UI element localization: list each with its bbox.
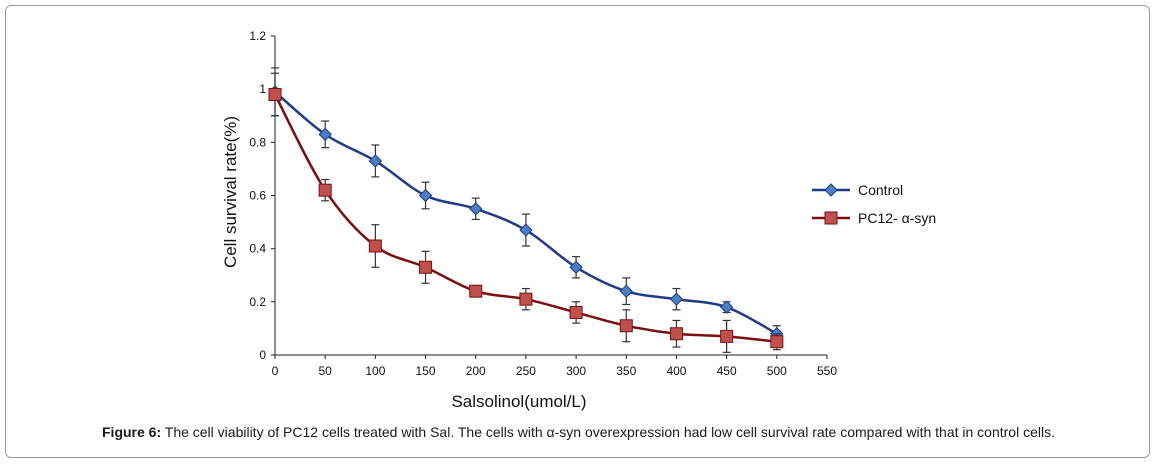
data-point-pc12 <box>569 305 583 319</box>
data-point-pc12 <box>419 260 433 274</box>
legend-label-control: Control <box>858 182 904 198</box>
y-tick-label: 0.4 <box>249 242 266 256</box>
data-point-control <box>519 223 533 237</box>
legend-label-pc12: PC12- α-syn <box>858 210 937 226</box>
x-tick-label: 500 <box>767 364 787 378</box>
x-tick-label: 50 <box>319 364 333 378</box>
y-tick-label: 1.2 <box>249 29 266 43</box>
x-tick-label: 300 <box>566 364 586 378</box>
y-tick-label: 0.6 <box>249 189 266 203</box>
tick-labels: 0 0.2 0.4 0.6 0.8 1 1.2 0 50 100 150 200 250 300 350 40… <box>249 29 837 378</box>
data-point-pc12 <box>519 292 533 306</box>
data-point-pc12 <box>619 319 633 333</box>
legend-swatch-control <box>812 183 850 197</box>
x-tick-label: 200 <box>466 364 486 378</box>
figure-frame <box>5 5 1150 458</box>
data-point-pc12 <box>669 327 683 341</box>
data-point-control <box>669 292 684 306</box>
axes <box>271 35 828 359</box>
legend-swatch-pc12 <box>812 211 850 225</box>
y-tick-label: 0.8 <box>249 135 266 149</box>
x-tick-label: 450 <box>717 364 737 378</box>
data-point-control <box>318 127 332 142</box>
x-tick-label: 150 <box>416 364 436 378</box>
data-point-pc12 <box>318 183 332 197</box>
series-pc12 <box>268 72 784 353</box>
data-point-pc12 <box>469 284 483 298</box>
x-tick-label: 100 <box>365 364 385 378</box>
y-axis-label: Cell survival rate(%) <box>221 116 240 268</box>
x-tick-label: 400 <box>666 364 686 378</box>
data-point-pc12 <box>770 335 784 349</box>
caption-text: The cell viability of PC12 cells treated… <box>161 424 1055 440</box>
data-point-control <box>368 154 383 168</box>
y-tick-label: 1 <box>259 82 266 96</box>
data-point-control <box>619 284 633 298</box>
x-tick-label: 250 <box>516 364 536 378</box>
data-point-pc12 <box>368 239 382 253</box>
caption-label: Figure 6: <box>102 424 162 440</box>
data-point-pc12 <box>720 329 734 343</box>
figure-caption: Figure 6: The cell viability of PC12 cel… <box>0 424 1157 440</box>
data-point-control <box>569 260 583 274</box>
x-tick-label: 350 <box>616 364 636 378</box>
x-axis-label: Salsolinol(umol/L) <box>451 392 586 411</box>
x-tick-label: 550 <box>817 364 837 378</box>
y-tick-label: 0.2 <box>249 295 266 309</box>
series-group <box>268 67 784 353</box>
data-point-control <box>719 300 734 314</box>
x-tick-label: 0 <box>272 364 279 378</box>
data-point-pc12 <box>268 87 282 101</box>
data-point-control <box>418 188 433 203</box>
y-tick-label: 0 <box>259 348 266 362</box>
data-point-control <box>469 202 483 216</box>
